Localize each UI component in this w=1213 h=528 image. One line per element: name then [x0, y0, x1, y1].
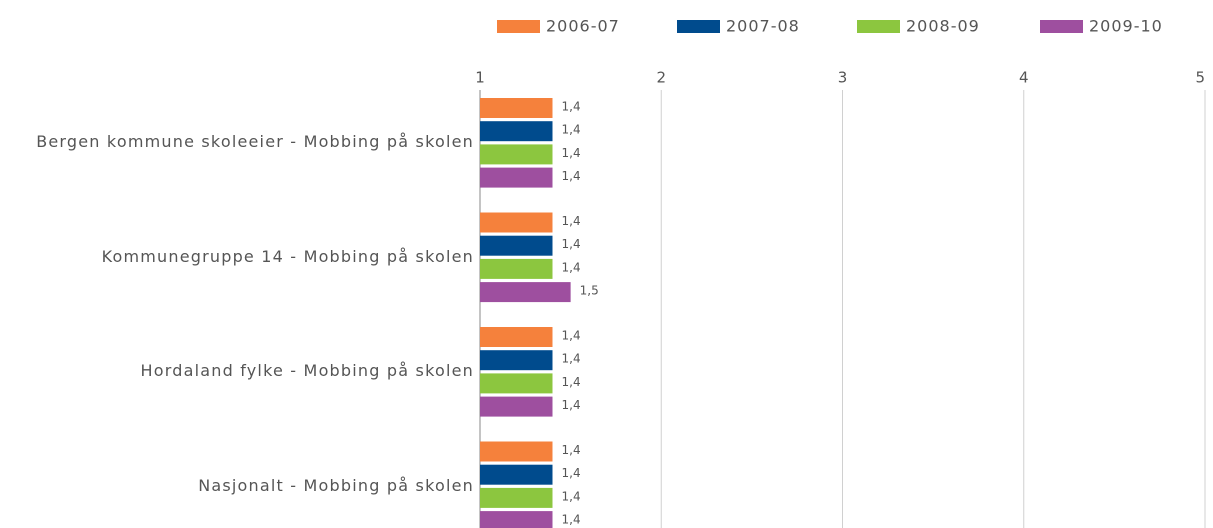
value-label: 1,5 [580, 284, 599, 298]
category-label: Hordaland fylke - Mobbing på skolen [140, 361, 474, 380]
x-tick-label: 1 [475, 69, 485, 87]
bar [480, 350, 553, 371]
bar [480, 121, 553, 142]
legend-swatch [497, 20, 540, 33]
bar [480, 235, 553, 256]
value-label: 1,4 [562, 169, 581, 183]
x-tick-label: 5 [1195, 69, 1205, 87]
legend-label: 2009-10 [1089, 17, 1163, 36]
bar [480, 511, 553, 528]
value-label: 1,4 [562, 329, 581, 343]
bar [480, 144, 553, 165]
value-label: 1,4 [562, 100, 581, 114]
bar [480, 464, 553, 485]
value-label: 1,4 [562, 443, 581, 457]
value-label: 1,4 [562, 398, 581, 412]
value-label: 1,4 [562, 260, 581, 274]
category-label: Kommunegruppe 14 - Mobbing på skolen [101, 246, 474, 266]
legend-swatch [1040, 20, 1083, 33]
bar [480, 258, 553, 279]
bar [480, 98, 553, 118]
value-label: 1,4 [562, 513, 581, 527]
bar [480, 441, 553, 462]
value-label: 1,4 [562, 466, 581, 480]
value-label: 1,4 [562, 146, 581, 160]
value-label: 1,4 [562, 352, 581, 366]
value-label: 1,4 [562, 214, 581, 228]
legend-label: 2008-09 [906, 17, 980, 36]
value-label: 1,4 [562, 237, 581, 251]
bar [480, 487, 553, 508]
x-tick-label: 3 [838, 69, 848, 87]
value-label: 1,4 [562, 123, 581, 137]
bar [480, 396, 553, 417]
x-tick-label: 4 [1019, 69, 1029, 87]
bar [480, 167, 553, 188]
category-label: Bergen kommune skoleeier - Mobbing på sk… [36, 132, 474, 151]
legend-swatch [857, 20, 900, 33]
category-label: Nasjonalt - Mobbing på skolen [198, 475, 474, 495]
legend-label: 2006-07 [546, 17, 620, 36]
bar [480, 373, 553, 394]
bar [480, 282, 571, 303]
bar [480, 327, 553, 347]
x-tick-label: 2 [656, 69, 666, 87]
legend-label: 2007-08 [726, 17, 800, 36]
bar [480, 212, 553, 233]
value-label: 1,4 [562, 489, 581, 503]
value-label: 1,4 [562, 375, 581, 389]
legend-swatch [677, 20, 720, 33]
